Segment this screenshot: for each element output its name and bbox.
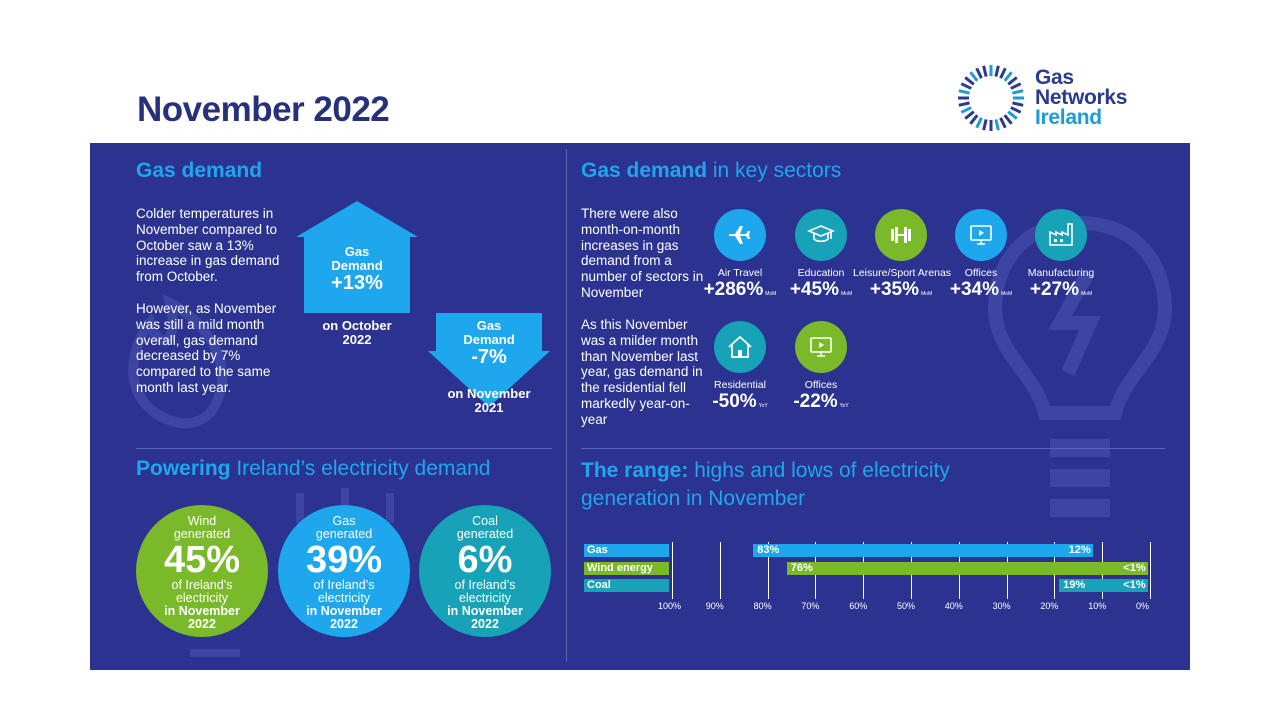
range-grid-line [719, 542, 721, 599]
sector-offices-3: Offices +34% MoM [933, 209, 1029, 301]
range-tick-label: 20% [1040, 600, 1059, 611]
range-tick-label: 50% [897, 600, 916, 611]
key-sectors-para-2: As this November was a milder month than… [581, 317, 703, 427]
sector-value: +35% MoM [869, 279, 933, 300]
range-tick-label: 30% [992, 600, 1011, 611]
airplane-icon [714, 209, 766, 261]
gas-demand-title: Gas demand [136, 159, 263, 182]
sector-air-travel-0: Air Travel +286% MoM [692, 209, 788, 301]
range-tick-label: 40% [944, 600, 963, 611]
range-tick-label: 100% [658, 600, 682, 611]
range-tick-label: 10% [1088, 600, 1107, 611]
range-high-label: 83% [757, 544, 780, 556]
logo-text-ireland: Ireland [1035, 106, 1102, 129]
sector-leisure-sport-arenas-2: Leisure/Sport Arenas +35% MoM [853, 209, 952, 301]
sector-education-1: Education +45% MoM [773, 209, 869, 301]
range-bar [753, 544, 1093, 557]
range-low-label: <1% [1123, 561, 1146, 574]
down-arrow-label: Gas Demand -7% [463, 318, 515, 368]
up-arrow-caption: on October 2022 [322, 318, 392, 347]
monitor-icon [795, 321, 847, 373]
range-high-label: 19% [1063, 579, 1086, 591]
sector-value: -50% YoY [712, 391, 768, 412]
logo-text-gas: Gas [1035, 66, 1074, 89]
range-tick-label: 60% [849, 600, 868, 611]
electricity-circle-coal: Coal generated 6% of Ireland’s electricity in… [419, 505, 551, 637]
page-title: November 2022 [137, 90, 390, 129]
sector-value: +27% MoM [1029, 279, 1093, 300]
horizontal-divider-right [581, 448, 1165, 449]
monitor-icon [955, 209, 1007, 261]
horizontal-divider-left [136, 448, 552, 449]
down-arrow-icon [428, 313, 550, 407]
dumbbell-icon [875, 209, 927, 261]
sector-manufacturing-4: Manufacturing +27% MoM [1013, 209, 1109, 301]
sector-name: Residential [714, 379, 766, 391]
sector-value: +34% MoM [949, 279, 1013, 300]
sector-name: Leisure/Sport Arenas [853, 267, 952, 279]
sector-name: Air Travel [717, 267, 763, 279]
vertical-divider [566, 149, 567, 662]
sector-value: +45% MoM [789, 279, 853, 300]
up-arrow-label: Gas Demand +13% [331, 244, 383, 294]
range-tick-label: 90% [705, 600, 724, 611]
range-tick-label: 70% [801, 600, 820, 611]
electricity-circle-wind: Wind generated 45% of Ireland’s electricity i… [136, 505, 268, 637]
range-row-label: Wind energy [584, 561, 669, 575]
sector-residential-5: Residential -50% YoY [692, 321, 788, 413]
range-bar [786, 561, 1148, 575]
key-sectors-title: Gas demand in key sectors [581, 159, 842, 182]
gas-demand-para-1: Colder temperatures in November compared… [136, 206, 280, 285]
range-grid-line [767, 542, 769, 599]
house-icon [714, 321, 766, 373]
range-row-label: Gas [584, 544, 669, 557]
sector-name: Education [797, 267, 845, 279]
electricity-circle-gas: Gas generated 39% of Ireland’s electricity in… [278, 505, 410, 637]
range-row-label: Coal [584, 579, 669, 592]
graduation-cap-icon [795, 209, 847, 261]
sector-offices-6: Offices -22% YoY [773, 321, 869, 413]
range-title: The range: highs and lows of electricity… [581, 459, 950, 510]
range-high-label: 76% [790, 561, 813, 574]
range-tick-label: 80% [753, 600, 772, 611]
infographic-panel: Gas demand Colder temperatures in Novemb… [90, 143, 1190, 670]
flame-decoration-icon [128, 293, 228, 429]
range-grid-line [672, 542, 673, 599]
sector-name: Offices [964, 267, 998, 279]
logo-text-networks: Networks [1035, 86, 1128, 109]
sector-value: -22% YoY [793, 391, 849, 412]
logo-ring-icon [958, 65, 1024, 131]
down-arrow-caption: on November 2021 [447, 386, 531, 415]
range-tick-label: 0% [1136, 600, 1150, 611]
sector-name: Offices [804, 379, 838, 391]
sector-name: Manufacturing [1027, 267, 1095, 279]
range-low-label: <1% [1123, 579, 1146, 591]
key-sectors-para-1: There were also month-on-month increases… [581, 206, 704, 300]
range-bar [1059, 579, 1148, 592]
gas-demand-para-2: However, as November was still a mild mo… [136, 301, 277, 395]
lightbulb-decoration-icon [987, 215, 1173, 517]
factory-icon [1035, 209, 1087, 261]
electricity-title: Powering Ireland’s electricity demand [136, 457, 491, 480]
sector-value: +286% MoM [703, 279, 777, 300]
range-low-label: 12% [1068, 544, 1091, 556]
range-grid-line [1150, 542, 1151, 599]
up-arrow-icon [296, 201, 418, 313]
gas-networks-ireland-logo: Gas Networks Ireland [955, 62, 1145, 134]
